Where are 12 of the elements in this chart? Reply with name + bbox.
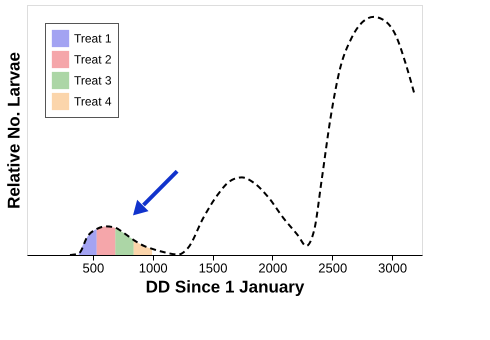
x-tick-label: 2500 — [318, 260, 348, 276]
legend-label: Treat 4 — [74, 94, 112, 108]
x-tick-label: 3000 — [378, 260, 408, 276]
x-tick-label: 1000 — [138, 260, 168, 276]
y-axis-title: Relative No. Larvae — [4, 52, 24, 209]
x-axis-title: DD Since 1 January — [146, 278, 305, 296]
x-tick-label: 2000 — [258, 260, 288, 276]
x-tick-label: 1500 — [198, 260, 228, 276]
x-tick-label: 500 — [82, 260, 104, 276]
legend-label: Treat 1 — [74, 32, 112, 46]
legend-label: Treat 2 — [74, 52, 112, 66]
legend-label: Treat 3 — [74, 74, 112, 88]
